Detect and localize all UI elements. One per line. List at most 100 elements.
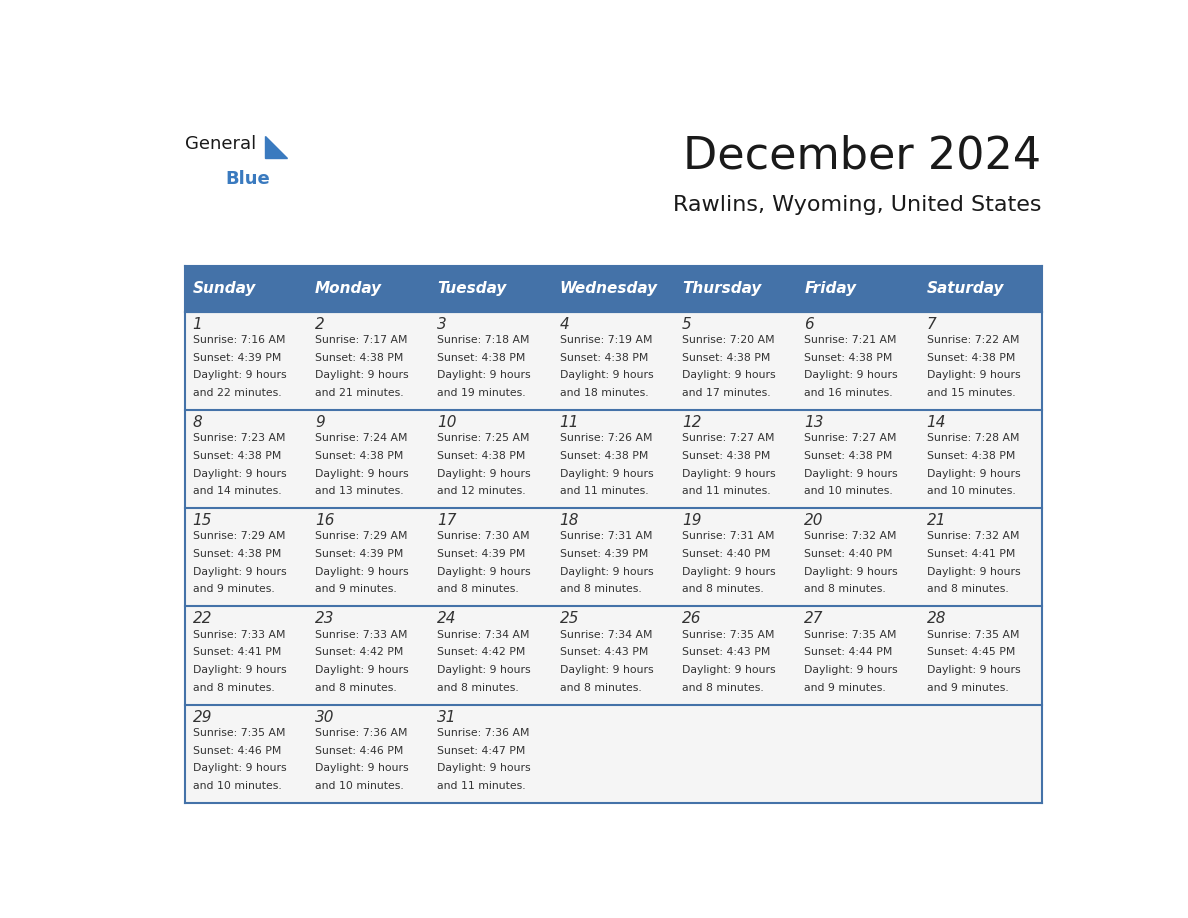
Bar: [552, 607, 675, 705]
Text: Sunrise: 7:29 AM: Sunrise: 7:29 AM: [192, 532, 285, 542]
Bar: [430, 311, 552, 409]
Text: and 8 minutes.: and 8 minutes.: [682, 585, 764, 595]
Text: 9: 9: [315, 415, 324, 430]
Text: Tuesday: Tuesday: [437, 281, 507, 297]
Text: 5: 5: [682, 317, 691, 331]
Text: Sunset: 4:38 PM: Sunset: 4:38 PM: [804, 451, 892, 461]
Text: Daylight: 9 hours: Daylight: 9 hours: [804, 370, 898, 380]
Bar: [185, 265, 308, 311]
Text: 17: 17: [437, 513, 457, 528]
Text: Daylight: 9 hours: Daylight: 9 hours: [192, 370, 286, 380]
Bar: [430, 705, 552, 803]
Bar: [675, 311, 797, 409]
Bar: [920, 265, 1042, 311]
Text: 7: 7: [927, 317, 936, 331]
Text: Sunrise: 7:26 AM: Sunrise: 7:26 AM: [560, 433, 652, 443]
Text: Daylight: 9 hours: Daylight: 9 hours: [927, 370, 1020, 380]
Text: Sunset: 4:38 PM: Sunset: 4:38 PM: [192, 549, 282, 559]
Text: Sunrise: 7:27 AM: Sunrise: 7:27 AM: [682, 433, 775, 443]
Text: Daylight: 9 hours: Daylight: 9 hours: [315, 665, 409, 675]
Bar: [920, 409, 1042, 509]
Text: Sunrise: 7:27 AM: Sunrise: 7:27 AM: [804, 433, 897, 443]
Text: Sunrise: 7:33 AM: Sunrise: 7:33 AM: [315, 630, 407, 640]
Text: and 9 minutes.: and 9 minutes.: [927, 683, 1009, 693]
Text: 11: 11: [560, 415, 580, 430]
Text: Daylight: 9 hours: Daylight: 9 hours: [437, 370, 531, 380]
Text: Friday: Friday: [804, 281, 857, 297]
Text: 14: 14: [927, 415, 946, 430]
Text: and 12 minutes.: and 12 minutes.: [437, 487, 526, 497]
Text: Sunset: 4:38 PM: Sunset: 4:38 PM: [560, 451, 647, 461]
Text: Daylight: 9 hours: Daylight: 9 hours: [804, 665, 898, 675]
Text: Sunset: 4:47 PM: Sunset: 4:47 PM: [437, 745, 526, 756]
Bar: [185, 607, 308, 705]
Text: Sunset: 4:41 PM: Sunset: 4:41 PM: [192, 647, 282, 657]
Bar: [797, 607, 920, 705]
Text: 25: 25: [560, 611, 580, 626]
Text: Sunset: 4:41 PM: Sunset: 4:41 PM: [927, 549, 1015, 559]
Text: Sunrise: 7:34 AM: Sunrise: 7:34 AM: [437, 630, 530, 640]
Text: Sunrise: 7:35 AM: Sunrise: 7:35 AM: [682, 630, 775, 640]
Bar: [675, 705, 797, 803]
Text: Sunrise: 7:17 AM: Sunrise: 7:17 AM: [315, 335, 407, 345]
Text: Sunset: 4:43 PM: Sunset: 4:43 PM: [560, 647, 647, 657]
Text: and 9 minutes.: and 9 minutes.: [315, 585, 397, 595]
Text: Sunrise: 7:36 AM: Sunrise: 7:36 AM: [437, 728, 530, 738]
Text: Sunrise: 7:19 AM: Sunrise: 7:19 AM: [560, 335, 652, 345]
Text: Daylight: 9 hours: Daylight: 9 hours: [560, 468, 653, 478]
Text: 6: 6: [804, 317, 814, 331]
Text: Daylight: 9 hours: Daylight: 9 hours: [682, 665, 776, 675]
Text: Sunset: 4:40 PM: Sunset: 4:40 PM: [804, 549, 893, 559]
Bar: [308, 509, 430, 607]
Text: and 9 minutes.: and 9 minutes.: [192, 585, 274, 595]
Bar: [552, 509, 675, 607]
Text: 10: 10: [437, 415, 457, 430]
Text: and 10 minutes.: and 10 minutes.: [192, 781, 282, 791]
Bar: [552, 311, 675, 409]
Text: Daylight: 9 hours: Daylight: 9 hours: [315, 566, 409, 577]
Bar: [308, 265, 430, 311]
Text: Daylight: 9 hours: Daylight: 9 hours: [927, 566, 1020, 577]
Text: 20: 20: [804, 513, 823, 528]
Text: Sunset: 4:39 PM: Sunset: 4:39 PM: [437, 549, 526, 559]
Text: Sunrise: 7:32 AM: Sunrise: 7:32 AM: [927, 532, 1019, 542]
Bar: [920, 607, 1042, 705]
Text: Sunrise: 7:36 AM: Sunrise: 7:36 AM: [315, 728, 407, 738]
Bar: [185, 705, 308, 803]
Text: Sunset: 4:44 PM: Sunset: 4:44 PM: [804, 647, 892, 657]
Text: Sunrise: 7:33 AM: Sunrise: 7:33 AM: [192, 630, 285, 640]
Text: and 8 minutes.: and 8 minutes.: [682, 683, 764, 693]
Text: Daylight: 9 hours: Daylight: 9 hours: [437, 763, 531, 773]
Text: Sunday: Sunday: [192, 281, 257, 297]
Text: Daylight: 9 hours: Daylight: 9 hours: [315, 468, 409, 478]
Text: and 14 minutes.: and 14 minutes.: [192, 487, 282, 497]
Bar: [430, 607, 552, 705]
Bar: [185, 311, 308, 409]
Text: and 10 minutes.: and 10 minutes.: [804, 487, 893, 497]
Text: 23: 23: [315, 611, 335, 626]
Text: 24: 24: [437, 611, 457, 626]
Text: and 11 minutes.: and 11 minutes.: [437, 781, 526, 791]
Text: Sunset: 4:45 PM: Sunset: 4:45 PM: [927, 647, 1015, 657]
Text: and 10 minutes.: and 10 minutes.: [315, 781, 404, 791]
Text: and 8 minutes.: and 8 minutes.: [927, 585, 1009, 595]
Text: Sunrise: 7:23 AM: Sunrise: 7:23 AM: [192, 433, 285, 443]
Bar: [920, 705, 1042, 803]
Bar: [797, 311, 920, 409]
Text: Daylight: 9 hours: Daylight: 9 hours: [560, 665, 653, 675]
Text: Blue: Blue: [225, 170, 270, 188]
Text: Daylight: 9 hours: Daylight: 9 hours: [437, 468, 531, 478]
Text: 31: 31: [437, 710, 457, 724]
Text: Sunrise: 7:25 AM: Sunrise: 7:25 AM: [437, 433, 530, 443]
Text: Daylight: 9 hours: Daylight: 9 hours: [804, 566, 898, 577]
Text: Sunset: 4:38 PM: Sunset: 4:38 PM: [927, 451, 1015, 461]
Text: Daylight: 9 hours: Daylight: 9 hours: [682, 566, 776, 577]
Bar: [308, 607, 430, 705]
Text: Sunset: 4:38 PM: Sunset: 4:38 PM: [560, 353, 647, 363]
Text: Saturday: Saturday: [927, 281, 1004, 297]
Text: Daylight: 9 hours: Daylight: 9 hours: [315, 763, 409, 773]
Text: Sunrise: 7:29 AM: Sunrise: 7:29 AM: [315, 532, 407, 542]
Text: and 8 minutes.: and 8 minutes.: [560, 683, 642, 693]
Bar: [308, 311, 430, 409]
Bar: [552, 409, 675, 509]
